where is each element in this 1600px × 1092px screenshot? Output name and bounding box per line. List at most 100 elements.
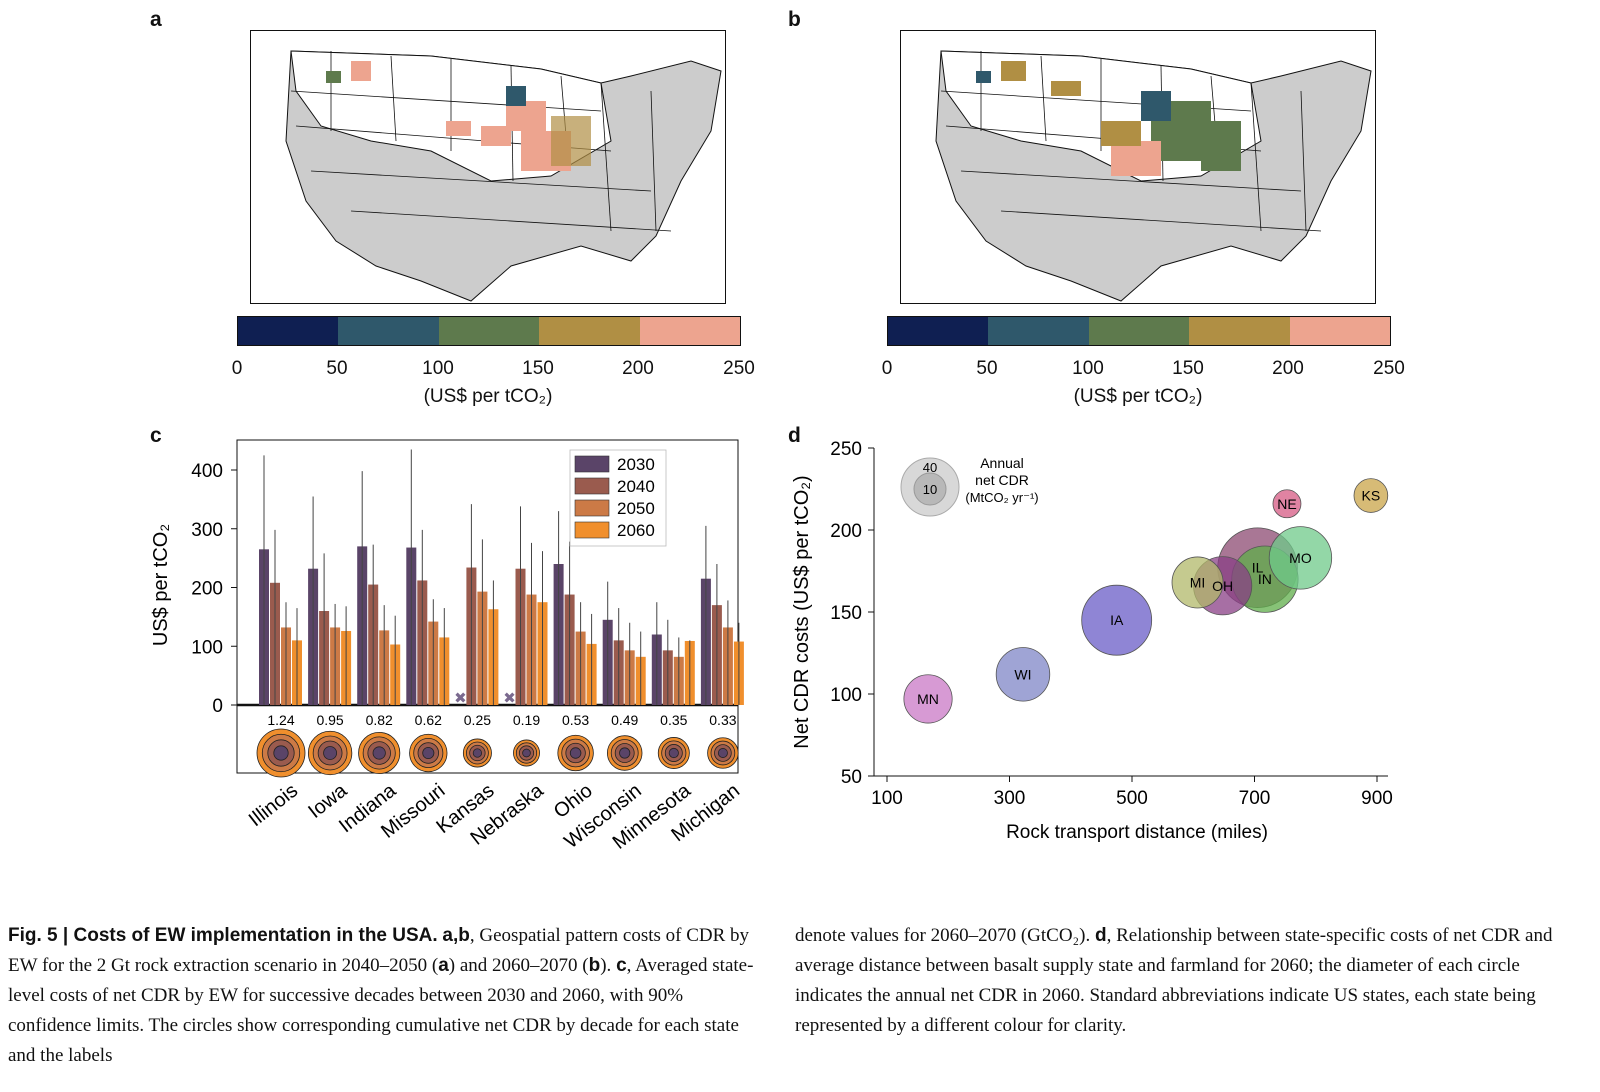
bar-chart-legend: 2030 2040 2050 2060 — [569, 449, 667, 547]
legend-label: 2040 — [617, 477, 655, 496]
y-tick-label: 100 — [191, 637, 223, 658]
y-tick-label: 50 — [841, 767, 862, 788]
cumulative-value-label: 0.82 — [366, 712, 393, 728]
caption-text: , Geospatial pattern costs of CDR by EW … — [8, 925, 750, 976]
x-axis-label: Rock transport distance (miles) — [1006, 822, 1268, 843]
cumulative-value-label: 0.49 — [611, 712, 638, 728]
caption-title: Fig. 5 | Costs of EW implementation in t… — [8, 925, 438, 946]
cumulative-value-label: 0.19 — [513, 712, 540, 728]
colorbar-b — [887, 316, 1391, 346]
colorbar-a-tick: 50 — [326, 358, 348, 379]
map-a — [250, 30, 726, 304]
colorbar-a-tick: 100 — [422, 358, 454, 379]
legend-swatch — [574, 521, 610, 539]
caption-ref: b — [458, 925, 470, 946]
caption-right: denote values for 2060–2070 (GtCO₂). d, … — [795, 921, 1555, 1041]
colorbar-a-tick: 250 — [723, 358, 755, 379]
colorbar-segment — [639, 317, 741, 345]
map-a-cells — [326, 61, 591, 171]
colorbar-segment — [238, 317, 339, 345]
cumulative-circle — [717, 748, 728, 758]
colorbar-segment — [438, 317, 540, 345]
size-legend-value: 10 — [923, 482, 937, 497]
colorbar-segment — [1289, 317, 1391, 345]
bubble-label: MO — [1289, 550, 1312, 566]
cumulative-circles — [256, 728, 739, 778]
caption-text: ). — [600, 955, 617, 976]
y-tick-label: 300 — [191, 520, 223, 541]
colorbar-segment — [888, 317, 989, 345]
state-label: Illinois — [245, 780, 302, 832]
map-a-svg — [285, 50, 722, 302]
cumulative-circle — [472, 748, 483, 758]
y-tick-label: 150 — [830, 603, 862, 624]
y-axis-label: Net CDR costs (US$ per tCO₂) — [791, 475, 813, 748]
colorbar-b-tick: 0 — [881, 358, 893, 379]
cumulative-circle — [372, 746, 386, 760]
colorbar-b-tick: 250 — [1373, 358, 1405, 379]
y-tick-label: 250 — [830, 439, 862, 460]
cumulative-circle — [522, 748, 531, 758]
x-tick-label: 100 — [871, 788, 903, 809]
colorbar-segment — [1088, 317, 1190, 345]
colorbar-a — [237, 316, 741, 346]
x-tick-label: 700 — [1239, 788, 1271, 809]
size-legend-title: Annual — [980, 455, 1024, 471]
bar-chart-c: 0 100 200 300 400 US$ per tCO₂ 1.24 0.95 0.82 0.… — [150, 439, 744, 854]
colorbar-segment — [988, 317, 1089, 345]
bar-chart-bars: 1.24 0.95 0.82 0.62 ✖ 0.25 ✖ 0.19 0.53 0.49 0.35 0.… — [259, 449, 744, 728]
legend-label: 2060 — [617, 521, 655, 540]
cumulative-value-label: 0.33 — [709, 712, 736, 728]
caption-text: , Averaged state-level costs of net CDR … — [8, 955, 754, 1066]
colorbar-b-tick: 50 — [976, 358, 998, 379]
colorbar-a-tick: 0 — [231, 358, 243, 379]
bubble-label: IN — [1258, 571, 1272, 587]
legend-swatch — [574, 499, 610, 517]
bubble-label: NE — [1277, 496, 1296, 512]
colorbar-a-tick: 150 — [522, 358, 554, 379]
bubble — [1353, 478, 1389, 513]
cumulative-circle — [422, 746, 435, 760]
colorbar-b-tick: 200 — [1272, 358, 1304, 379]
bubble — [995, 647, 1051, 702]
caption-text: denote values for 2060–2070 (GtCO₂). — [795, 925, 1096, 946]
missing-marker: ✖ — [503, 690, 516, 707]
bar-chart-axes: 0 100 200 300 400 US$ per tCO₂ — [150, 439, 739, 774]
caption-ref: c — [616, 955, 627, 976]
size-legend-value: 40 — [923, 460, 937, 475]
caption-ref: d — [1095, 925, 1107, 946]
caption-ref: a — [438, 955, 449, 976]
caption-ref: , — [453, 925, 459, 946]
x-tick-label: 300 — [994, 788, 1026, 809]
plot-frame — [236, 439, 739, 774]
panel-a-label: a — [150, 8, 162, 31]
legend-frame — [569, 449, 667, 547]
bubble-chart-d: 50 100 150 200 250 100 300 500 700 900 Rock transp… — [791, 439, 1393, 843]
panel-b-label: b — [788, 8, 801, 31]
cumulative-value-label: 0.62 — [415, 712, 442, 728]
colorbar-a-tick: 200 — [622, 358, 654, 379]
caption-left: Fig. 5 | Costs of EW implementation in t… — [8, 921, 768, 1071]
colorbar-segment — [539, 317, 640, 345]
caption-text: ) and 2060–2070 ( — [448, 955, 589, 976]
map-b — [900, 30, 1376, 304]
bubble — [1268, 526, 1333, 590]
bubble — [1272, 489, 1302, 519]
bubble-label: MN — [917, 691, 939, 707]
y-tick-label: 200 — [830, 521, 862, 542]
y-tick-label: 400 — [191, 461, 223, 482]
y-axis-label: US$ per tCO₂ — [150, 524, 172, 646]
size-legend-circle — [913, 472, 947, 506]
x-tick-label: 900 — [1361, 788, 1393, 809]
state-borders — [290, 51, 672, 232]
size-legend-title: net CDR — [975, 472, 1029, 488]
cumulative-circle — [619, 747, 631, 759]
bubble-chart-axes: 50 100 150 200 250 100 300 500 700 900 Rock transp… — [791, 439, 1393, 843]
x-tick-label: 500 — [1116, 788, 1148, 809]
colorbar-a-label: (US$ per tCO₂) — [423, 386, 553, 407]
caption-text: , Relationship between state-specific co… — [795, 925, 1553, 1036]
colorbar-segment — [1189, 317, 1290, 345]
bubble-label: IL — [1252, 560, 1264, 576]
